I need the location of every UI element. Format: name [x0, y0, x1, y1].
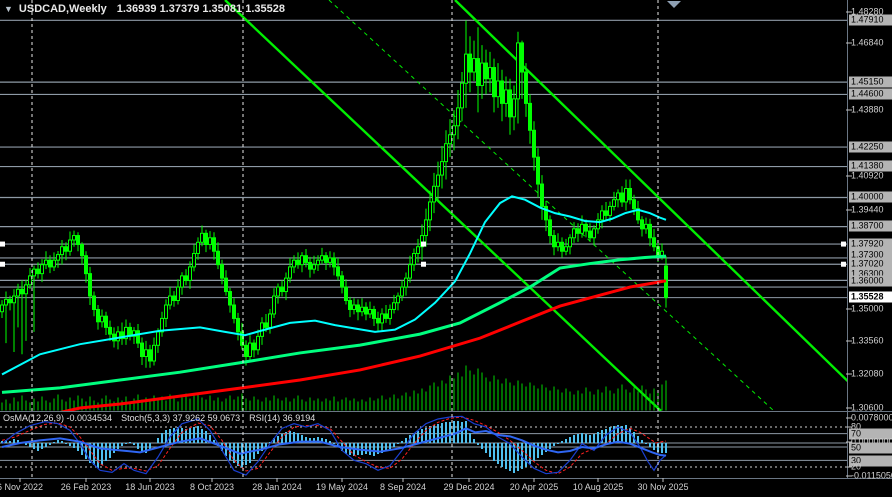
- line-handle[interactable]: [421, 241, 426, 247]
- price-axis-label: 1.44600: [849, 88, 892, 100]
- price-axis-label: 1.33560: [851, 335, 884, 346]
- indicator-pane[interactable]: [0, 415, 847, 476]
- price-axis-label: 30: [849, 455, 892, 467]
- price-axis-label: 1.41380: [849, 160, 892, 172]
- price-axis-label: 70: [849, 428, 892, 440]
- line-handle[interactable]: [421, 261, 426, 267]
- chart-shift-marker-icon[interactable]: [667, 1, 681, 8]
- price-axis-label: 1.40920: [851, 170, 884, 181]
- symbol-period-label: USDCAD,Weekly: [18, 3, 107, 15]
- price-axis-label: 1.47910: [849, 14, 892, 26]
- indicator-window-labels: OsMA(12,26,9) -0.0034534 Stoch(5,3,3) 37.…: [3, 413, 324, 423]
- price-axis-label: 1.37020: [849, 258, 892, 270]
- price-axis-label: 1.39440: [851, 204, 884, 215]
- price-axis-label: 1.40000: [849, 191, 892, 203]
- date-axis-label: 8 Sep 2024: [379, 482, 427, 492]
- rsi-label: RSI(14) 36.9194: [249, 413, 316, 423]
- date-axis-label: 29 Dec 2024: [443, 482, 495, 492]
- ohlc-values: 1.36939 1.37379 1.35081 1.35528: [116, 3, 285, 15]
- line-handle[interactable]: [0, 261, 5, 267]
- date-axis-label: 30 Nov 2025: [637, 482, 689, 492]
- ma-slow-line[interactable]: [40, 279, 667, 417]
- line-handle[interactable]: [0, 241, 5, 247]
- price-axis-label: 80: [851, 421, 862, 432]
- price-axis-label: -0.0115050: [851, 470, 892, 481]
- rsi-line[interactable]: [1, 427, 667, 457]
- price-axis-label: 0.0000000: [851, 436, 892, 447]
- ma-fast-line[interactable]: [1, 195, 667, 376]
- price-axis-label: 1.35000: [851, 303, 884, 314]
- current-price-label: 1.35528: [849, 291, 892, 303]
- date-axis-label: 6 Nov 2022: [0, 482, 44, 492]
- line-handle[interactable]: [841, 241, 846, 247]
- osma-label: OsMA(12,26,9) -0.0034534: [3, 413, 113, 423]
- price-axis-label: 1.37920: [849, 238, 892, 250]
- trend-line[interactable]: [328, 0, 775, 412]
- date-axis-label: 8 Oct 2023: [189, 482, 235, 492]
- price-axis-label: 0.0078000: [851, 412, 892, 423]
- stoch-label: Stoch(5,3,3) 37.9262 59.0673: [121, 413, 241, 423]
- price-axis-label: 1.36300: [849, 268, 892, 280]
- price-axis-label: 1.30600: [851, 402, 884, 413]
- date-axis-label: 26 Feb 2023: [60, 482, 112, 492]
- price-axis-label: 1.36000: [849, 275, 892, 287]
- price-axis-label: 1.48280: [851, 6, 884, 17]
- stoch-main-line[interactable]: [1, 415, 667, 476]
- ma-mid-line[interactable]: [1, 254, 667, 394]
- date-axis-label: 10 Aug 2025: [572, 482, 624, 492]
- price-axis-label: 20: [851, 461, 862, 472]
- line-handle[interactable]: [841, 261, 846, 267]
- price-axis-label: 1.46840: [851, 37, 884, 48]
- date-axis-label: 19 May 2024: [315, 482, 369, 492]
- one-click-trading-icon[interactable]: ▼: [4, 4, 13, 14]
- candles-layer: [0, 20, 668, 368]
- price-axis-label: 1.32080: [851, 368, 884, 379]
- main-pane[interactable]: [0, 0, 860, 417]
- price-axis-label: 1.37300: [849, 249, 892, 261]
- chart-title: ▼ USDCAD,Weekly 1.36939 1.37379 1.35081 1.…: [4, 3, 285, 15]
- price-axis-label: 1.45150: [849, 76, 892, 88]
- price-axis-label: 1.42250: [849, 141, 892, 153]
- date-axis-label: 18 Jun 2023: [125, 482, 175, 492]
- date-axis-label: 28 Jan 2024: [252, 482, 302, 492]
- price-axis-label: 1.43880: [851, 104, 884, 115]
- price-axis-label: 1.38700: [849, 220, 892, 232]
- price-axis-label: 50: [849, 442, 892, 454]
- date-axis-label: 20 Apr 2025: [509, 482, 559, 492]
- trend-line[interactable]: [224, 0, 662, 412]
